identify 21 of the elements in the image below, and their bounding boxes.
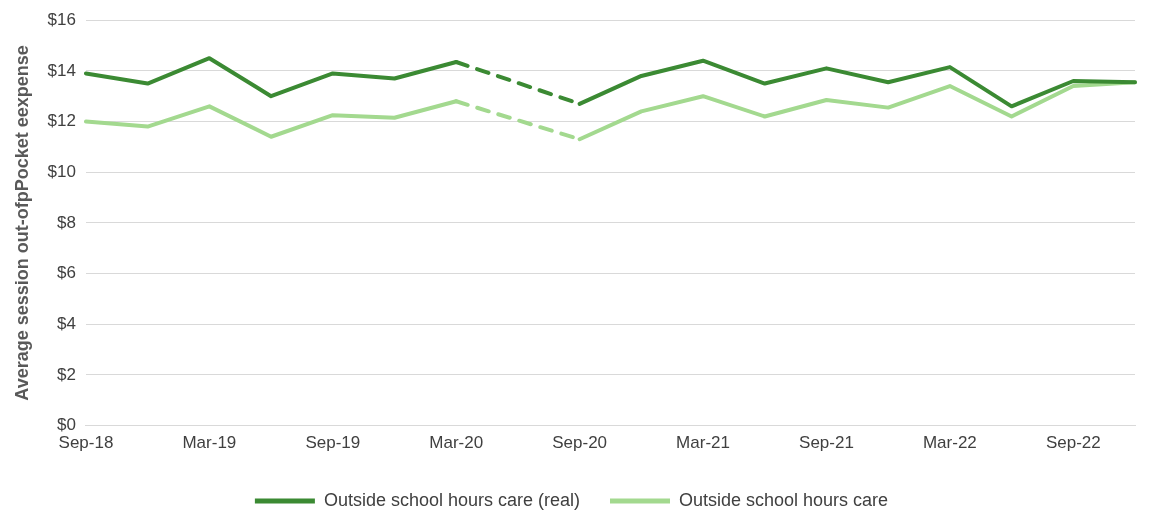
y-tick-label: $12 (47, 111, 76, 131)
x-tick-label: Sep-21 (799, 433, 854, 453)
x-tick-label: Sep-22 (1045, 433, 1101, 453)
x-tick-label: Mar-19 (182, 433, 237, 453)
legend-label: Outside school hours care (real) (323, 489, 581, 510)
y-tick-label: $14 (47, 60, 76, 80)
y-tick-label: $8 (57, 212, 76, 232)
legend-label: Outside school hours care (679, 489, 889, 510)
y-axis-title: Average session out-ofpPocket eexpense (11, 45, 32, 401)
x-tick-label: Sep-20 (552, 433, 608, 453)
x-tick-label: Mar-20 (429, 433, 484, 453)
y-tick-label: $10 (47, 161, 76, 181)
x-tick-label: Sep-19 (305, 433, 361, 453)
y-tick-label: $2 (57, 364, 76, 384)
x-tick-label: Sep-18 (58, 433, 114, 453)
y-tick-label: $16 (47, 9, 76, 29)
y-tick-label: $6 (57, 263, 76, 283)
x-tick-label: Mar-21 (676, 433, 730, 453)
x-tick-label: Mar-22 (922, 433, 977, 453)
y-tick-label: $4 (57, 313, 76, 333)
y-tick-label: $0 (57, 415, 76, 435)
